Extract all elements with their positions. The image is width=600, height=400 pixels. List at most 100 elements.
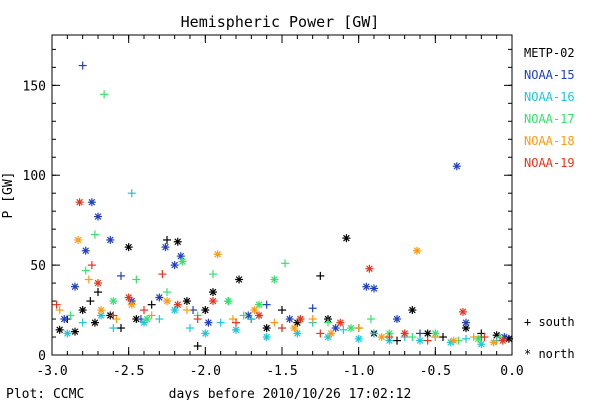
data-point-south	[354, 324, 363, 333]
data-point-south	[469, 333, 478, 342]
data-point-south	[278, 306, 286, 315]
data-point-north	[97, 306, 106, 315]
data-point-south	[316, 271, 325, 280]
data-point-north	[60, 315, 69, 324]
data-point-south	[232, 318, 240, 327]
data-point-north	[423, 329, 432, 338]
data-point-north	[462, 318, 470, 327]
x-tick-label: -2.0	[190, 364, 221, 379]
data-point-south	[408, 333, 417, 342]
data-point-south	[117, 271, 125, 280]
data-point-north	[235, 275, 244, 284]
data-point-north	[412, 246, 421, 255]
legend-entry: NOAA-18	[524, 134, 575, 148]
data-point-north	[170, 261, 179, 270]
data-point-south	[239, 311, 248, 320]
data-point-north	[416, 336, 424, 345]
data-point-south	[385, 333, 394, 342]
data-point-south	[186, 324, 194, 333]
data-point-north	[342, 234, 351, 243]
data-point-south	[132, 275, 141, 284]
data-point-north	[449, 336, 458, 345]
data-point-north	[354, 334, 363, 343]
data-point-north	[331, 324, 340, 333]
plot-credit: Plot: CCMC	[6, 387, 84, 400]
legend-entry: NOAA-17	[524, 112, 575, 126]
data-point-south	[423, 336, 432, 345]
data-point-north	[474, 334, 483, 343]
data-point-north	[489, 338, 498, 347]
data-point-south	[147, 311, 156, 320]
legend-entry: NOAA-15	[524, 68, 575, 82]
data-point-south	[163, 288, 171, 297]
legend-entry: NOAA-19	[524, 156, 575, 170]
chart-title: Hemispheric Power [GW]	[181, 13, 380, 31]
data-point-south	[84, 275, 93, 284]
data-point-north	[182, 297, 191, 306]
data-point-north	[87, 198, 96, 207]
x-axis-label: days before 2010/10/26 17:02:12	[169, 387, 412, 400]
data-point-south	[140, 306, 148, 315]
data-point-south	[308, 315, 317, 324]
data-point-north	[336, 318, 345, 327]
marker-legend-north: * north	[524, 347, 575, 361]
data-point-north	[365, 264, 374, 273]
data-point-south	[193, 342, 202, 351]
data-point-north	[124, 293, 133, 302]
x-tick-label: -0.5	[420, 364, 451, 379]
data-point-north	[71, 327, 79, 336]
data-point-north	[55, 325, 64, 334]
data-point-south	[308, 304, 317, 313]
data-point-north	[94, 279, 102, 288]
data-point-north	[143, 315, 152, 324]
data-point-north	[81, 246, 90, 255]
data-point-north	[75, 198, 84, 207]
data-point-south	[78, 318, 87, 327]
y-tick-label: 100	[23, 169, 46, 184]
data-point-north	[209, 288, 217, 297]
data-point-north	[201, 329, 210, 338]
data-point-south	[66, 311, 75, 320]
data-point-north	[173, 237, 182, 246]
data-point-north	[224, 297, 233, 306]
data-point-north	[408, 306, 417, 315]
data-point-south	[209, 270, 217, 279]
data-point-south	[127, 189, 136, 198]
x-tick-label: 0.0	[500, 364, 523, 379]
y-tick-label: 150	[23, 79, 46, 94]
data-point-south	[109, 324, 118, 333]
legend-entry: METP-02	[524, 46, 575, 60]
data-point-south	[158, 270, 167, 279]
data-point-north	[106, 235, 115, 244]
data-point-south	[270, 318, 279, 327]
data-point-north	[209, 297, 217, 306]
data-point-south	[278, 324, 286, 333]
data-point-north	[262, 324, 271, 333]
data-point-north	[63, 329, 72, 338]
marker-legend-south: + south	[524, 315, 575, 329]
data-point-north	[393, 315, 401, 324]
data-point-south	[52, 300, 61, 309]
data-point-south	[163, 235, 171, 244]
data-point-north	[262, 333, 271, 342]
data-point-south	[117, 324, 125, 333]
data-point-north	[201, 306, 210, 315]
data-point-north	[362, 282, 371, 291]
y-axis-ticks: 0 50 100 150	[23, 48, 512, 364]
data-point-south	[416, 329, 424, 338]
data-point-north	[498, 336, 507, 345]
data-point-south	[439, 333, 447, 342]
x-axis-ticks: -3.0 -2.5 -2.0 -1.5 -1.0 -0.5 0.0	[36, 35, 524, 379]
data-point-north	[124, 243, 133, 252]
data-point-north	[452, 162, 461, 171]
data-point-north	[370, 284, 378, 293]
data-point-north	[178, 257, 187, 266]
data-point-south	[366, 315, 375, 324]
data-point-north	[296, 315, 305, 324]
data-point-south	[155, 315, 164, 324]
data-point-north	[255, 311, 263, 320]
data-point-north	[477, 340, 486, 349]
data-point-north	[163, 297, 171, 306]
data-point-south	[216, 318, 225, 327]
